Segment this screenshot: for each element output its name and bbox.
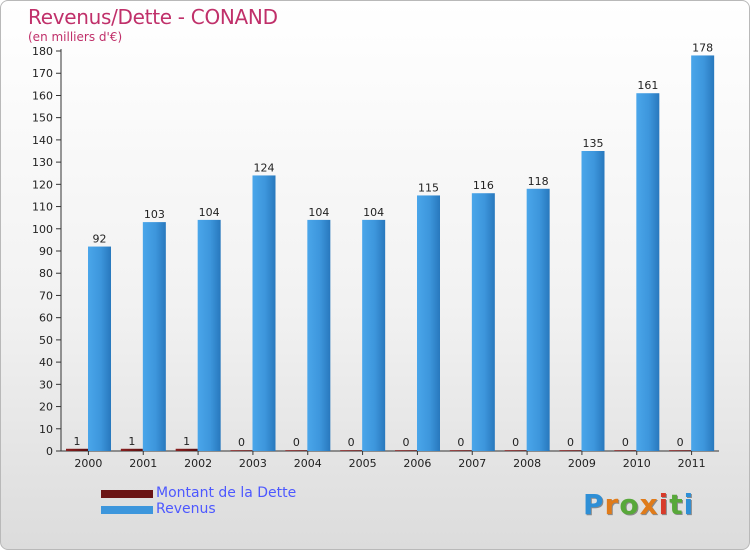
- bar-revenue: [252, 175, 276, 451]
- chart-subtitle: (en milliers d'€): [28, 30, 123, 44]
- data-label-debt: 0: [512, 436, 519, 449]
- legend-label-revenue: Revenus: [156, 501, 216, 517]
- logo-letter: i: [683, 488, 695, 521]
- y-tick-label: 140: [32, 134, 53, 147]
- x-tick-label: 2004: [294, 457, 322, 470]
- y-tick-label: 150: [32, 112, 53, 125]
- logo-letter: r: [604, 488, 620, 521]
- bar-debt: [614, 450, 637, 451]
- y-tick-label: 50: [39, 334, 53, 347]
- data-label-debt: 0: [567, 436, 574, 449]
- chart-title: Revenus/Dette - CONAND: [28, 5, 278, 29]
- x-tick-label: 2002: [184, 457, 212, 470]
- x-tick-label: 2011: [678, 457, 706, 470]
- x-tick-label: 2008: [513, 457, 541, 470]
- y-tick-label: 60: [39, 312, 53, 325]
- data-label-debt: 0: [293, 436, 300, 449]
- legend-swatch-debt: [101, 490, 153, 498]
- data-label-revenue: 135: [583, 137, 604, 150]
- y-tick-label: 10: [39, 423, 53, 436]
- logo-letter: i: [658, 488, 670, 521]
- logo-letter: x: [639, 488, 659, 521]
- data-label-revenue: 124: [254, 161, 275, 174]
- y-tick-label: 20: [39, 401, 53, 414]
- bar-debt: [230, 450, 253, 451]
- y-tick-label: 80: [39, 267, 53, 280]
- data-label-debt: 0: [677, 436, 684, 449]
- bar-revenue: [471, 193, 495, 451]
- y-tick-label: 180: [32, 45, 53, 58]
- bar-debt: [449, 450, 472, 451]
- bar-debt: [175, 448, 198, 451]
- y-tick-label: 130: [32, 156, 53, 169]
- bar-revenue: [142, 222, 166, 451]
- data-label-revenue: 115: [418, 181, 439, 194]
- data-label-revenue: 118: [528, 175, 549, 188]
- y-tick-label: 70: [39, 289, 53, 302]
- legend-swatch-revenue: [101, 506, 153, 514]
- bar-debt: [504, 450, 527, 451]
- y-tick-label: 170: [32, 67, 53, 80]
- data-label-debt: 1: [128, 435, 135, 448]
- data-label-debt: 1: [74, 435, 81, 448]
- y-tick-label: 0: [46, 445, 53, 458]
- logo-letter: t: [669, 488, 684, 521]
- x-tick-label: 2005: [349, 457, 377, 470]
- data-label-debt: 0: [348, 436, 355, 449]
- data-label-debt: 0: [403, 436, 410, 449]
- data-label-revenue: 161: [637, 79, 658, 92]
- logo-letter: o: [619, 488, 640, 521]
- y-tick-label: 110: [32, 201, 53, 214]
- bar-revenue: [581, 151, 605, 451]
- y-tick-label: 30: [39, 378, 53, 391]
- bar-debt: [395, 450, 417, 451]
- y-tick-label: 160: [32, 89, 53, 102]
- bar-debt: [669, 450, 692, 451]
- bar-revenue: [417, 195, 440, 451]
- data-label-debt: 0: [622, 436, 629, 449]
- x-tick-label: 2009: [568, 457, 596, 470]
- data-label-revenue: 116: [473, 179, 494, 192]
- bar-revenue: [526, 188, 550, 451]
- data-label-debt: 1: [183, 435, 190, 448]
- x-tick-label: 2010: [623, 457, 651, 470]
- bar-revenue: [307, 219, 331, 451]
- bar-revenue: [362, 219, 386, 451]
- data-label-revenue: 104: [199, 206, 220, 219]
- bar-revenue: [88, 246, 111, 451]
- x-tick-label: 2006: [403, 457, 431, 470]
- data-label-revenue: 104: [308, 206, 329, 219]
- bar-revenue: [197, 219, 221, 451]
- y-tick-label: 90: [39, 245, 53, 258]
- bar-debt: [340, 450, 363, 451]
- x-tick-label: 2000: [74, 457, 102, 470]
- data-label-debt: 0: [457, 436, 464, 449]
- y-tick-label: 40: [39, 356, 53, 369]
- x-tick-label: 2007: [458, 457, 486, 470]
- data-label-debt: 0: [238, 436, 245, 449]
- data-label-revenue: 92: [93, 233, 107, 246]
- legend-label-debt: Montant de la Dette: [156, 485, 297, 501]
- bar-revenue: [691, 55, 715, 451]
- bar-debt: [559, 450, 582, 451]
- bar-debt: [285, 450, 308, 451]
- data-label-revenue: 104: [363, 206, 384, 219]
- bar-revenue: [636, 93, 660, 451]
- data-label-revenue: 178: [692, 41, 713, 54]
- y-tick-label: 100: [32, 223, 53, 236]
- bar-debt: [66, 448, 88, 451]
- logo-letter: P: [583, 488, 605, 521]
- proxiti-logo: Proxiti: [583, 488, 694, 521]
- x-tick-label: 2003: [239, 457, 267, 470]
- y-tick-label: 120: [32, 178, 53, 191]
- bar-debt: [120, 448, 143, 451]
- data-label-revenue: 103: [144, 208, 165, 221]
- x-tick-label: 2001: [129, 457, 157, 470]
